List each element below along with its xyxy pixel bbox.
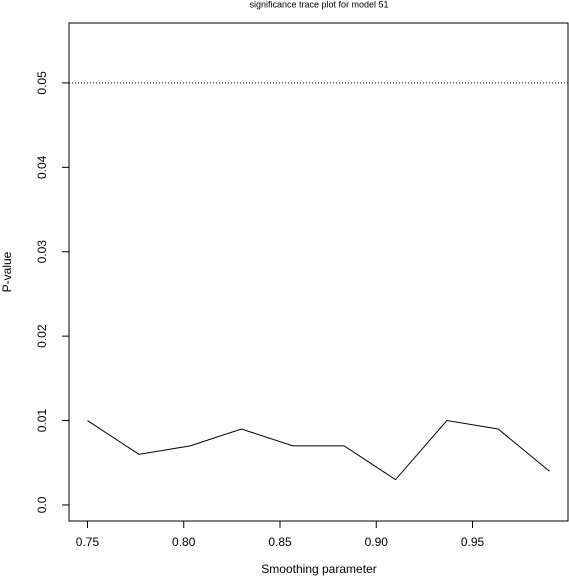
y-tick-label: 0.02	[35, 324, 49, 348]
y-tick-label: 0.05	[35, 71, 49, 95]
y-tick-label: 0.04	[35, 155, 49, 179]
y-tick-label: 0.0	[35, 496, 49, 513]
chart-title: significance trace plot for model 51	[249, 0, 388, 9]
line-series	[87, 420, 550, 481]
y-axis-label: P-value	[0, 251, 14, 292]
x-tick-label: 0.85	[268, 535, 292, 549]
x-tick-label: 0.75	[76, 535, 100, 549]
y-tick-label: 0.01	[35, 409, 49, 433]
y-tick-label: 0.03	[35, 240, 49, 264]
x-axis-label: Smoothing parameter	[261, 562, 376, 576]
x-tick-label: 0.80	[172, 535, 196, 549]
x-tick-label: 0.95	[461, 535, 485, 549]
x-tick-label: 0.90	[365, 535, 389, 549]
plot-frame	[68, 22, 569, 522]
